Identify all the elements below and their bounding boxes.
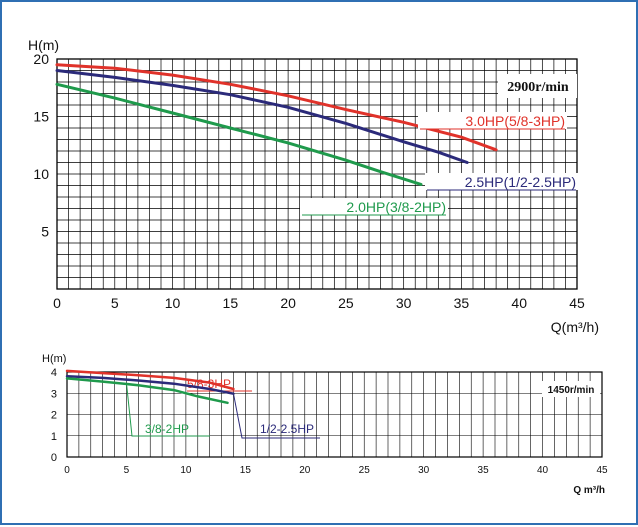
bottom-x-tick-label: 10: [180, 465, 192, 476]
top-series-label: 3.0HP(5/8-3HP): [465, 113, 565, 129]
top-y-tick-label: 20: [33, 51, 49, 67]
top-x-tick-label: 20: [280, 295, 296, 311]
top-x-tick-label: 0: [53, 295, 61, 311]
bottom-y-tick-label: 2: [51, 410, 57, 422]
top-x-tick-label: 30: [396, 295, 412, 311]
top-x-tick-label: 40: [511, 295, 527, 311]
top-x-tick-label: 15: [223, 295, 239, 311]
bottom-x-tick-label: 30: [418, 465, 430, 476]
bottom-x-tick-label: 5: [124, 465, 130, 476]
top-x-tick-label: 5: [111, 295, 119, 311]
bottom-speed-box: [542, 381, 600, 397]
bottom-x-tick-label: 45: [596, 465, 608, 476]
top-series-line: [55, 63, 498, 152]
top-x-tick-label: 45: [569, 295, 585, 311]
top-y-tick-label: 15: [33, 109, 49, 125]
bottom-x-tick-label: 0: [64, 465, 70, 476]
top-x-tick-label: 25: [338, 295, 354, 311]
top-x-tick-label: 35: [454, 295, 470, 311]
top-x-axis-label: Q(m³/h): [551, 319, 599, 335]
top-speed-label: 2900r/min: [507, 80, 569, 95]
top-x-tick-label: 10: [165, 295, 181, 311]
top-series-line: [55, 82, 423, 186]
bottom-series-line: [65, 369, 235, 391]
bottom-y-tick-label: 1: [51, 431, 57, 443]
bottom-y-axis-label: H(m): [42, 353, 66, 365]
bottom-series-line: [65, 377, 229, 405]
top-series-label-bg: [300, 198, 448, 215]
bottom-speed-label: 1450r/min: [548, 385, 595, 396]
bottom-x-axis-label: Q m³/h: [573, 485, 605, 496]
top-y-axis-label: H(m): [28, 37, 59, 53]
bottom-y-tick-label: 4: [51, 367, 57, 379]
bottom-y-tick-label: 3: [51, 388, 57, 400]
top-series-line: [55, 69, 469, 164]
bottom-series-label-leader: [232, 393, 320, 439]
top-series-label: 2.0HP(3/8-2HP): [346, 199, 446, 215]
bottom-x-tick-label: 40: [537, 465, 549, 476]
bottom-series-label-leader: [125, 382, 210, 437]
bottom-x-tick-label: 20: [299, 465, 311, 476]
bottom-series-label: 1/2-2.5HP: [260, 422, 314, 436]
bottom-series-label: 3/8-2HP: [145, 422, 189, 436]
bottom-plot-border: [66, 371, 603, 458]
top-series-label-bg: [418, 112, 567, 129]
bottom-y-tick-label: 0: [51, 452, 57, 464]
bottom-x-tick-label: 15: [240, 465, 252, 476]
bottom-x-tick-label: 35: [478, 465, 490, 476]
top-y-tick-label: 10: [33, 166, 49, 182]
top-speed-box: [498, 74, 577, 98]
bottom-x-tick-label: 25: [359, 465, 371, 476]
top-y-tick-label: 5: [41, 224, 49, 240]
top-series-label-bg: [425, 173, 578, 190]
bottom-series-line: [65, 375, 235, 395]
top-series-label: 2.5HP(1/2-2.5HP): [465, 174, 576, 190]
